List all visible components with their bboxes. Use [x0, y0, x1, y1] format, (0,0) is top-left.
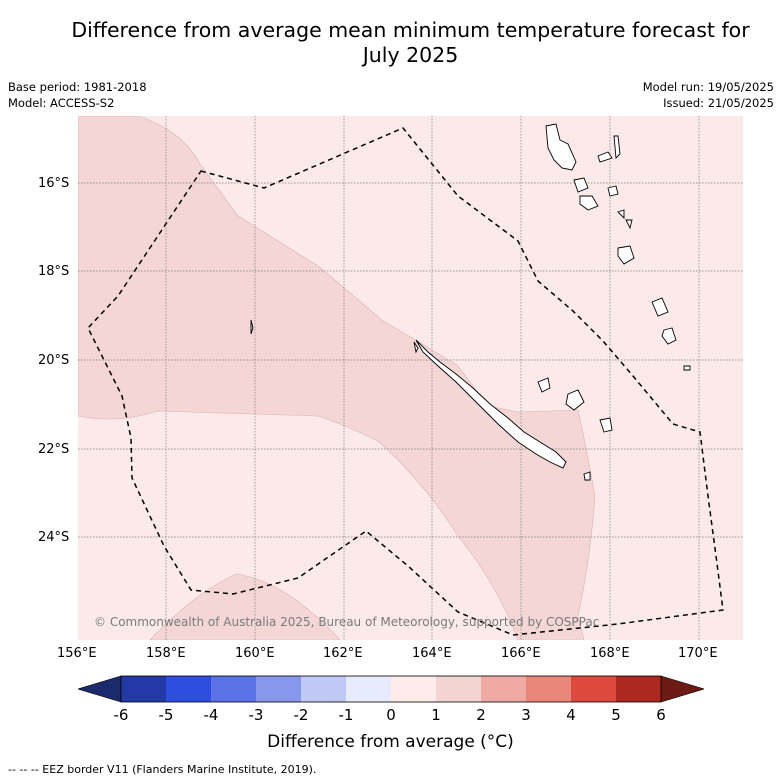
colorbar-swatch-8	[481, 676, 526, 702]
colorbar	[78, 675, 704, 703]
colorbar-tick-12: 6	[656, 706, 666, 724]
colorbar-swatch-7	[436, 676, 481, 702]
colorbar-swatch-2	[211, 676, 256, 702]
lon-label-164: 164°E	[412, 646, 452, 661]
colorbar-swatch-1	[166, 676, 211, 702]
lat-label-22: 22°S	[38, 442, 70, 457]
colorbar-swatch-6	[391, 676, 436, 702]
lon-label-156: 156°E	[57, 646, 97, 661]
colorbar-swatch-11	[616, 676, 661, 702]
new-caledonia-island	[415, 339, 567, 469]
lat-label-24: 24°S	[38, 530, 70, 545]
colorbar-over-arrow	[660, 675, 704, 703]
loyalty-island-2	[565, 389, 585, 411]
colorbar-swatch-9	[526, 676, 571, 702]
colorbar-tick-6: 0	[386, 706, 396, 724]
map-title-line1: Difference from average mean minimum tem…	[71, 18, 750, 42]
lat-label-18: 18°S	[38, 264, 70, 279]
colorbar-tick-10: 4	[566, 706, 576, 724]
copyright-notice: © Commonwealth of Australia 2025, Bureau…	[94, 615, 600, 629]
eez-border	[87, 127, 724, 636]
anomaly-zone-medium	[78, 116, 596, 640]
map-canvas	[78, 116, 743, 640]
meta-left: Base period: 1981-2018 Model: ACCESS-S2	[8, 79, 147, 111]
eez-legend: -- -- -- EEZ border V11 (Flanders Marine…	[8, 763, 317, 776]
lon-label-160: 160°E	[235, 646, 275, 661]
colorbar-swatch-10	[571, 676, 616, 702]
lon-label-166: 166°E	[501, 646, 541, 661]
meta-right: Model run: 19/05/2025 Issued: 21/05/2025	[643, 79, 774, 111]
colorbar-swatch-4	[301, 676, 346, 702]
model-run: Model run: 19/05/2025	[642, 80, 774, 94]
isle-of-pines	[583, 471, 591, 481]
map-gridlines	[78, 116, 743, 640]
colorbar-label: Difference from average (°C)	[267, 732, 514, 752]
colorbar-tick-7: 1	[431, 706, 441, 724]
colorbar-swatch-0	[121, 676, 166, 702]
map-panel: © Commonwealth of Australia 2025, Bureau…	[78, 116, 743, 640]
colorbar-outline	[120, 675, 662, 703]
loyalty-island-1	[537, 377, 551, 393]
map-title-line2: July 2025	[362, 43, 459, 67]
chesterfield-reef	[250, 319, 254, 335]
map-title: Difference from average mean minimum tem…	[40, 18, 781, 68]
colorbar-tick-8: 2	[476, 706, 486, 724]
model-name: Model: ACCESS-S2	[8, 96, 115, 110]
anomaly-zone-medium-south	[149, 573, 341, 640]
lon-label-168: 168°E	[590, 646, 630, 661]
lat-label-20: 20°S	[38, 353, 70, 368]
colorbar-tick-3: -3	[248, 706, 264, 724]
colorbar-tick-4: -2	[293, 706, 309, 724]
colorbar-under-arrow	[78, 675, 122, 703]
colorbar-swatch-5	[346, 676, 391, 702]
colorbar-tick-0: -6	[113, 706, 129, 724]
issued-date: Issued: 21/05/2025	[663, 96, 774, 110]
colorbar-tick-5: -1	[338, 706, 354, 724]
colorbar-tick-9: 3	[521, 706, 531, 724]
lon-label-170: 170°E	[678, 646, 718, 661]
colorbar-swatch-3	[256, 676, 301, 702]
base-period: Base period: 1981-2018	[8, 80, 147, 94]
lon-label-162: 162°E	[323, 646, 363, 661]
northern-islands	[413, 341, 419, 354]
loyalty-island-3	[599, 417, 613, 433]
colorbar-tick-2: -4	[203, 706, 219, 724]
vanuatu-islands	[545, 123, 691, 371]
colorbar-tick-11: 5	[611, 706, 621, 724]
lat-label-16: 16°S	[38, 176, 70, 191]
lon-label-158: 158°E	[146, 646, 186, 661]
colorbar-tick-1: -5	[158, 706, 174, 724]
